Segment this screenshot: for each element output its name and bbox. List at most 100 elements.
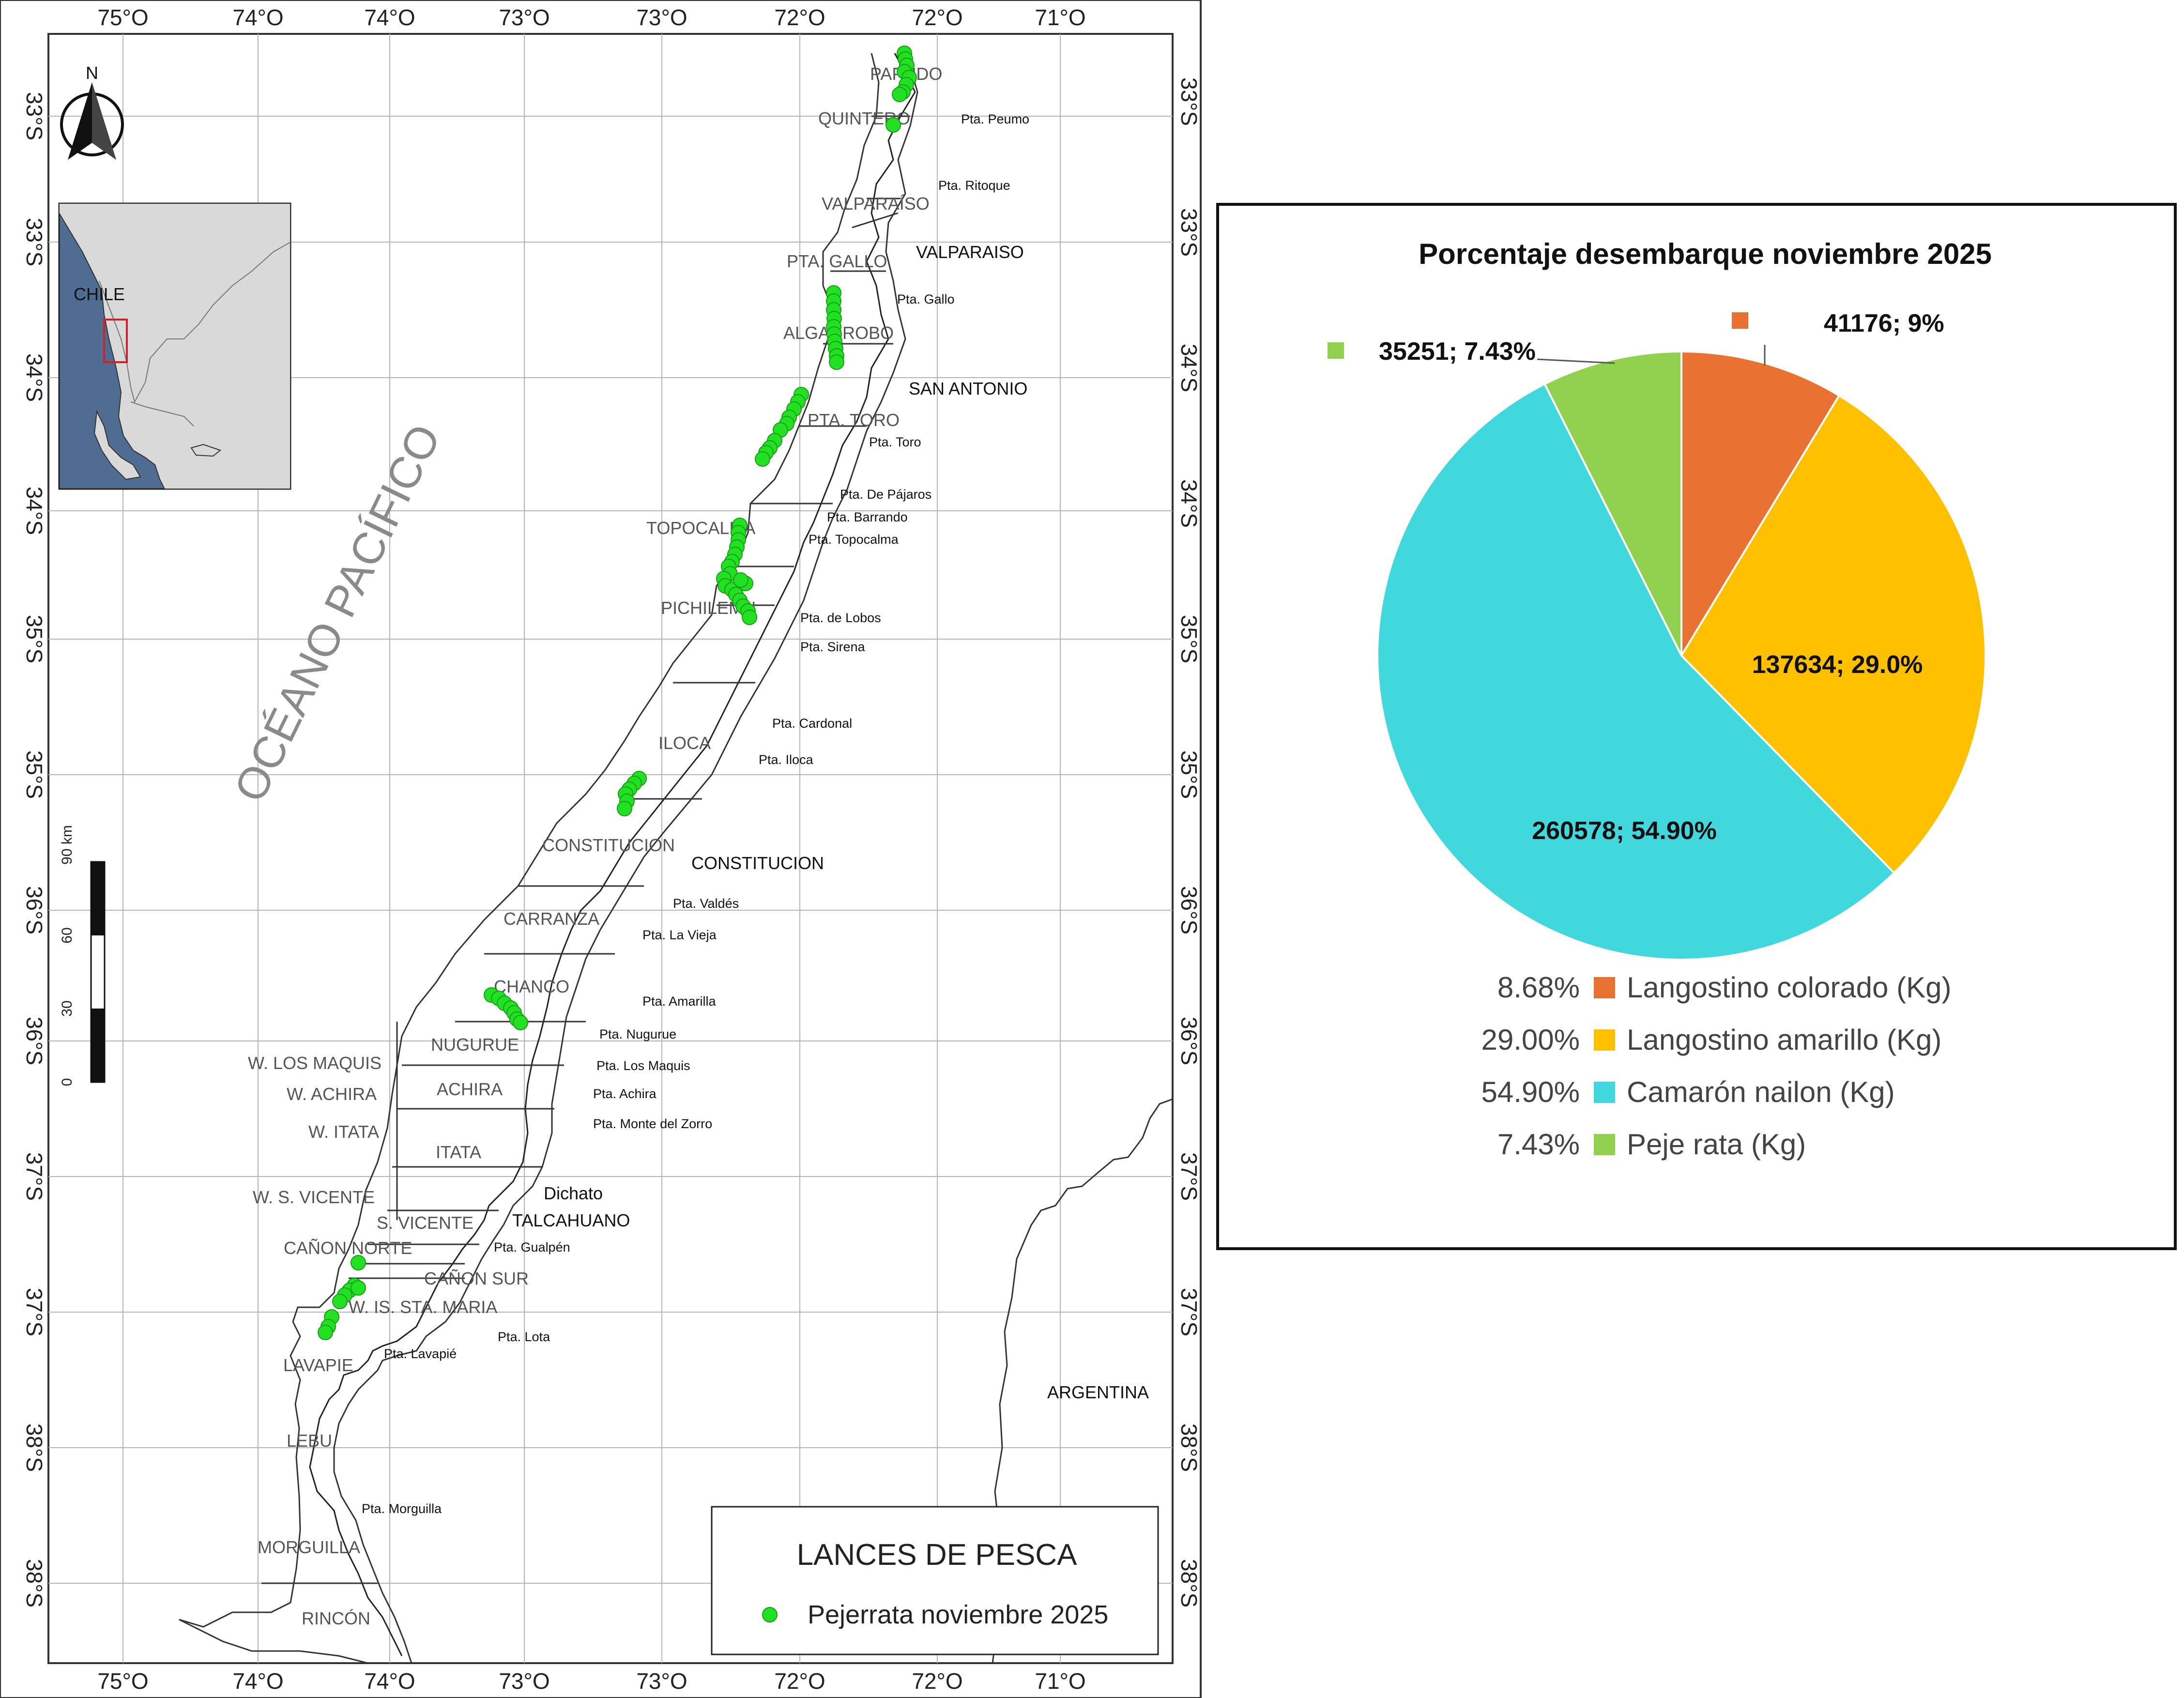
- fishing-set-point: [892, 87, 907, 102]
- zone-label: PTA. GALLO: [787, 251, 887, 271]
- lat-label-right: 36°S: [1176, 886, 1202, 934]
- fishing-set-point: [332, 1294, 348, 1309]
- inset-extent-box: [103, 319, 128, 363]
- pie-legend-percent: 8.68%: [1497, 971, 1580, 1004]
- scale-tick-label: 90 km: [59, 825, 75, 865]
- lat-label-left: 35°S: [22, 750, 47, 799]
- zone-label: NUGURUE: [431, 1035, 519, 1055]
- lat-label-left: 36°S: [22, 1017, 47, 1065]
- lon-label-bottom: 73°O: [499, 1668, 550, 1694]
- scale-bar: 0 30 60 90 km: [59, 825, 106, 1086]
- headland-label: Pta. Gualpén: [494, 1240, 570, 1254]
- pie-legend: 8.68% Langostino colorado (Kg) 29.00% Lango…: [1481, 971, 1952, 1161]
- fishing-set-point: [886, 117, 901, 133]
- inset-map: CHILE: [58, 202, 291, 490]
- zone-label: CARRANZA: [504, 909, 599, 929]
- fishing-set-point: [351, 1280, 366, 1296]
- chart-title: Porcentaje desembarque noviembre 2025: [1419, 238, 1992, 270]
- zone-label: VALPARAÍSO: [822, 194, 930, 214]
- lon-label-top: 74°O: [232, 5, 283, 30]
- pie-data-label: 260578; 54.90%: [1532, 817, 1717, 845]
- lon-label-bottom: 74°O: [364, 1668, 415, 1694]
- pie-slice: [1543, 350, 1682, 656]
- scale-tick-label: 0: [59, 1078, 75, 1086]
- pie-legend-label: Langostino colorado (Kg): [1627, 971, 1951, 1004]
- lon-label-top: 73°O: [636, 5, 687, 30]
- lat-label-left: 35°S: [22, 615, 47, 663]
- lat-label-left: 34°S: [22, 487, 47, 535]
- headland-label: Pta. Achira: [593, 1086, 657, 1101]
- place-label: ARGENTINA: [1047, 1382, 1149, 1402]
- headland-label: Pta. Morguilla: [362, 1501, 442, 1516]
- pie-data-labels: 41176; 9% 137634; 29.0% 260578; 54.90% 3525…: [1328, 309, 1944, 845]
- pie-legend-label: Camarón nailon (Kg): [1627, 1076, 1895, 1108]
- headland-label: Pta. Los Maquis: [596, 1058, 690, 1073]
- headland-labels: Pta. Peumo Pta. Ritoque Pta. Gallo Pta. …: [362, 112, 1029, 1516]
- place-labels: VALPARAISO SAN ANTONIO CONSTITUCION Dich…: [512, 242, 1149, 1402]
- map-legend-point-marker: [762, 1607, 778, 1622]
- headland-label: Pta. Iloca: [759, 752, 814, 767]
- pie-legend-label: Peje rata (Kg): [1627, 1128, 1806, 1161]
- headland-label: Pta. Topocalma: [809, 532, 899, 547]
- lat-label-right: 33°S: [1176, 77, 1202, 126]
- headland-label: Pta. Nugurue: [599, 1027, 676, 1041]
- place-label: SAN ANTONIO: [909, 379, 1027, 398]
- map-outer-frame: [0, 0, 1202, 1698]
- pie-data-label: 41176; 9%: [1824, 309, 1944, 337]
- pie-label-marker: [1328, 342, 1344, 359]
- lat-label-right: 34°S: [1176, 344, 1202, 392]
- lon-label-top: 74°O: [364, 5, 415, 30]
- place-label: VALPARAISO: [916, 242, 1024, 262]
- zone-inner-boundary: [333, 58, 918, 1664]
- fishing-set-point: [755, 451, 770, 467]
- longitude-labels: 75°O 74°O 74°O 73°O 73°O 72°O 72°O 71°O …: [97, 5, 1085, 1694]
- pie-data-label: 137634; 29.0%: [1752, 651, 1923, 679]
- map-legend-title: LANCES DE PESCA: [797, 1538, 1078, 1572]
- lat-label-right: 38°S: [1176, 1423, 1202, 1472]
- headland-label: Pta. Peumo: [961, 112, 1029, 126]
- headland-label: Pta. Cardonal: [772, 716, 852, 731]
- lon-label-bottom: 72°O: [912, 1668, 962, 1694]
- fishing-set-point: [318, 1325, 333, 1340]
- zone-label: W. ITATA: [308, 1122, 379, 1142]
- lat-label-left: 34°S: [22, 353, 47, 402]
- lat-label-left: 33°S: [22, 218, 47, 266]
- scale-tick-label: 30: [59, 1000, 75, 1016]
- scale-tick-label: 60: [59, 927, 75, 943]
- zone-label: CHANCO: [494, 977, 569, 996]
- zone-label: LEBU: [287, 1431, 332, 1451]
- lat-label-right: 34°S: [1176, 479, 1202, 528]
- zone-label: S. VICENTE: [377, 1213, 473, 1233]
- zone-label: ILOCA: [658, 733, 711, 753]
- zone-label: ITATA: [436, 1142, 481, 1162]
- argentina-border: [992, 1098, 1173, 1664]
- chart-panel: Porcentaje desembarque noviembre 2025 41…: [1216, 203, 2177, 1250]
- lon-label-bottom: 72°O: [774, 1668, 825, 1694]
- headland-label: Pta. Toro: [869, 435, 921, 449]
- fishing-set-point: [351, 1255, 366, 1270]
- headland-label: Pta. De Pájaros: [840, 487, 932, 502]
- lat-label-right: 33°S: [1176, 208, 1202, 257]
- pie-data-label: 35251; 7.43%: [1379, 337, 1536, 366]
- headland-label: Pta. Sirena: [800, 640, 866, 654]
- headland-label: Pta. Amarilla: [642, 994, 717, 1009]
- north-arrow: N: [60, 63, 124, 160]
- lat-label-right: 37°S: [1176, 1288, 1202, 1336]
- lon-label-bottom: 74°O: [232, 1668, 283, 1694]
- pie-legend-label: Langostino amarillo (Kg): [1627, 1024, 1941, 1056]
- lat-label-left: 37°S: [22, 1152, 47, 1201]
- fishing-set-point: [742, 610, 757, 625]
- latitude-labels: 33°S 33°S 34°S 34°S 35°S 35°S 36°S 36°S …: [22, 77, 1202, 1607]
- lat-label-right: 35°S: [1176, 615, 1202, 663]
- lon-label-bottom: 71°O: [1035, 1668, 1085, 1694]
- headland-label: Pta. Gallo: [897, 292, 955, 306]
- headland-label: Pta. de Lobos: [800, 611, 881, 625]
- place-label: TALCAHUANO: [512, 1210, 630, 1230]
- lon-label-top: 72°O: [774, 5, 825, 30]
- headland-label: Pta. Ritoque: [938, 178, 1010, 193]
- pie-legend-swatch: [1594, 1029, 1615, 1051]
- lat-label-right: 36°S: [1176, 1017, 1202, 1065]
- fishing-set-point: [617, 801, 632, 816]
- pie-leader-line: [1537, 358, 1615, 364]
- pie-legend-percent: 54.90%: [1481, 1076, 1580, 1108]
